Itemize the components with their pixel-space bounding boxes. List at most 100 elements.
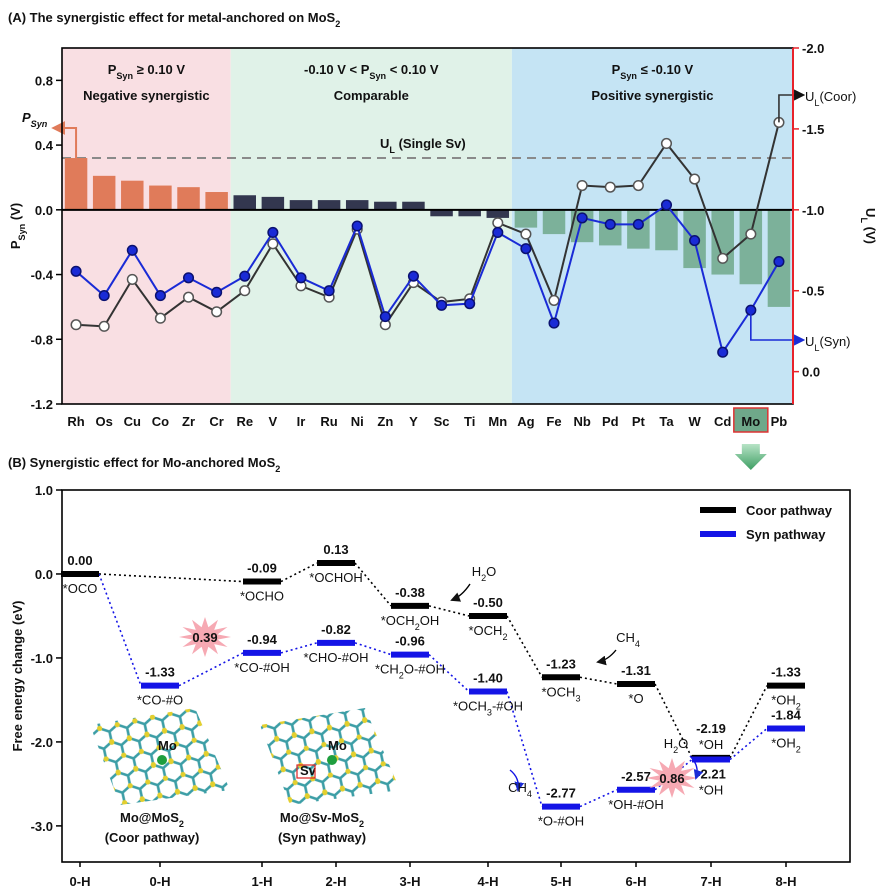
product-label-part: H bbox=[472, 564, 481, 579]
series-label: PSyn bbox=[22, 110, 48, 129]
x-tick-label: Cu bbox=[124, 414, 141, 429]
level-name-part: 2 bbox=[502, 632, 507, 642]
region-label-part: ≤ -0.10 V bbox=[637, 62, 694, 77]
panel-a: (A) The synergistic effect for metal-anc… bbox=[8, 10, 878, 470]
level-value: -1.33 bbox=[771, 665, 801, 680]
x-tick-label: Ti bbox=[464, 414, 475, 429]
connector bbox=[730, 728, 767, 759]
region-label-part: ≥ 0.10 V bbox=[133, 62, 185, 77]
level-value: -2.57 bbox=[621, 769, 651, 784]
structure-label-part: Mo@Sv-MoS bbox=[280, 810, 359, 825]
level-name-part: *OCO bbox=[63, 581, 98, 596]
y-axis-title-part: (V) bbox=[8, 203, 23, 224]
y-tick-label: 0.4 bbox=[35, 138, 54, 153]
level-name-part: *OH bbox=[771, 735, 796, 750]
connector bbox=[99, 574, 141, 686]
level-name: *OCH3 bbox=[541, 684, 580, 703]
level-name: *O bbox=[628, 691, 643, 706]
connector bbox=[730, 686, 767, 758]
panel-title-part: 2 bbox=[335, 19, 340, 29]
legend-label: Coor pathway bbox=[746, 503, 833, 518]
level-value: -1.40 bbox=[473, 671, 503, 686]
series-point bbox=[409, 271, 419, 281]
panel-title-part: 2 bbox=[275, 464, 280, 474]
highlight-label: 0.39 bbox=[192, 630, 217, 645]
highlight-label: 0.86 bbox=[659, 771, 684, 786]
bar bbox=[149, 186, 171, 210]
x-tick-label: W bbox=[688, 414, 701, 429]
series-point bbox=[184, 273, 194, 283]
region-label-part: Syn bbox=[369, 71, 386, 81]
region-name: Comparable bbox=[334, 88, 409, 103]
atom-label: Mo bbox=[158, 738, 177, 753]
product-arrow bbox=[598, 650, 616, 662]
region-name: Positive synergistic bbox=[591, 88, 713, 103]
level-name: *OH-#OH bbox=[608, 797, 664, 812]
bar bbox=[290, 200, 312, 210]
structure-label-part: 2 bbox=[359, 819, 364, 829]
product-label-part: H bbox=[664, 736, 673, 751]
panel-b: (B) Synergistic effect for Mo-anchored M… bbox=[8, 455, 850, 889]
series-label-part: U bbox=[805, 89, 814, 104]
bar bbox=[515, 210, 537, 228]
series-point bbox=[437, 300, 447, 310]
level-name: *OCH2OH bbox=[381, 613, 440, 632]
level-value: 0.00 bbox=[67, 553, 92, 568]
series-point bbox=[549, 318, 559, 328]
series-point bbox=[577, 213, 587, 223]
y-axis-title-part: P bbox=[8, 240, 23, 249]
x-tick-label: Mo bbox=[741, 414, 760, 429]
y2-tick-label: -1.0 bbox=[802, 203, 824, 218]
series-point bbox=[127, 245, 137, 255]
series-point bbox=[352, 221, 362, 231]
y2-axis-title-part: (V) bbox=[863, 223, 878, 244]
structure-atom bbox=[327, 755, 337, 765]
product-label: CH4 bbox=[616, 630, 640, 649]
level-value: -2.21 bbox=[696, 767, 726, 782]
bar bbox=[234, 195, 256, 210]
y-tick-label: -0.8 bbox=[31, 332, 53, 347]
product-arrow bbox=[452, 584, 470, 600]
x-tick-label: 7-H bbox=[701, 874, 722, 889]
x-tick-label: Fe bbox=[546, 414, 561, 429]
level-value: -1.23 bbox=[546, 656, 576, 671]
series-label: UL(Coor) bbox=[805, 89, 856, 108]
level-name-part: *CO-#OH bbox=[234, 660, 290, 675]
level-name: *OCH3-#OH bbox=[453, 699, 523, 718]
level-value: 0.13 bbox=[323, 542, 348, 557]
region-name: Negative synergistic bbox=[83, 88, 209, 103]
structure-caption: (Coor pathway) bbox=[105, 830, 200, 845]
level-name: *OH bbox=[699, 783, 724, 798]
product-label-part: O bbox=[486, 564, 496, 579]
level-name-part: *OCH bbox=[468, 623, 502, 638]
y-axis-title: Free energy change (eV) bbox=[10, 601, 25, 752]
series-point bbox=[99, 322, 109, 332]
x-tick-label: Pd bbox=[602, 414, 619, 429]
x-tick-label: 6-H bbox=[626, 874, 647, 889]
series-point bbox=[605, 220, 615, 230]
series-point bbox=[156, 291, 166, 301]
x-tick-label: 1-H bbox=[252, 874, 273, 889]
series-label-part: (Coor) bbox=[819, 89, 856, 104]
connector bbox=[99, 574, 243, 582]
structure-caption: (Syn pathway) bbox=[278, 830, 366, 845]
series-point bbox=[718, 347, 728, 357]
level-value: -0.82 bbox=[321, 622, 351, 637]
product-label-part: CH bbox=[508, 780, 527, 795]
bar bbox=[65, 158, 87, 210]
series-point bbox=[465, 299, 475, 309]
x-tick-label: Ni bbox=[351, 414, 364, 429]
product-label-part: 4 bbox=[527, 789, 532, 799]
series-point bbox=[184, 292, 194, 302]
x-tick-label: 3-H bbox=[400, 874, 421, 889]
region-label-part: P bbox=[108, 62, 117, 77]
series-point bbox=[549, 296, 559, 306]
atom-label: Mo bbox=[328, 738, 347, 753]
level-name: *CHO-#OH bbox=[303, 650, 368, 665]
product-label: H2O bbox=[664, 736, 689, 755]
series-point bbox=[212, 307, 222, 317]
level-name-part: *OCH bbox=[381, 613, 415, 628]
y-axis-title-part: Syn bbox=[17, 224, 27, 241]
structure-label-part: 2 bbox=[179, 819, 184, 829]
bar bbox=[543, 210, 565, 234]
